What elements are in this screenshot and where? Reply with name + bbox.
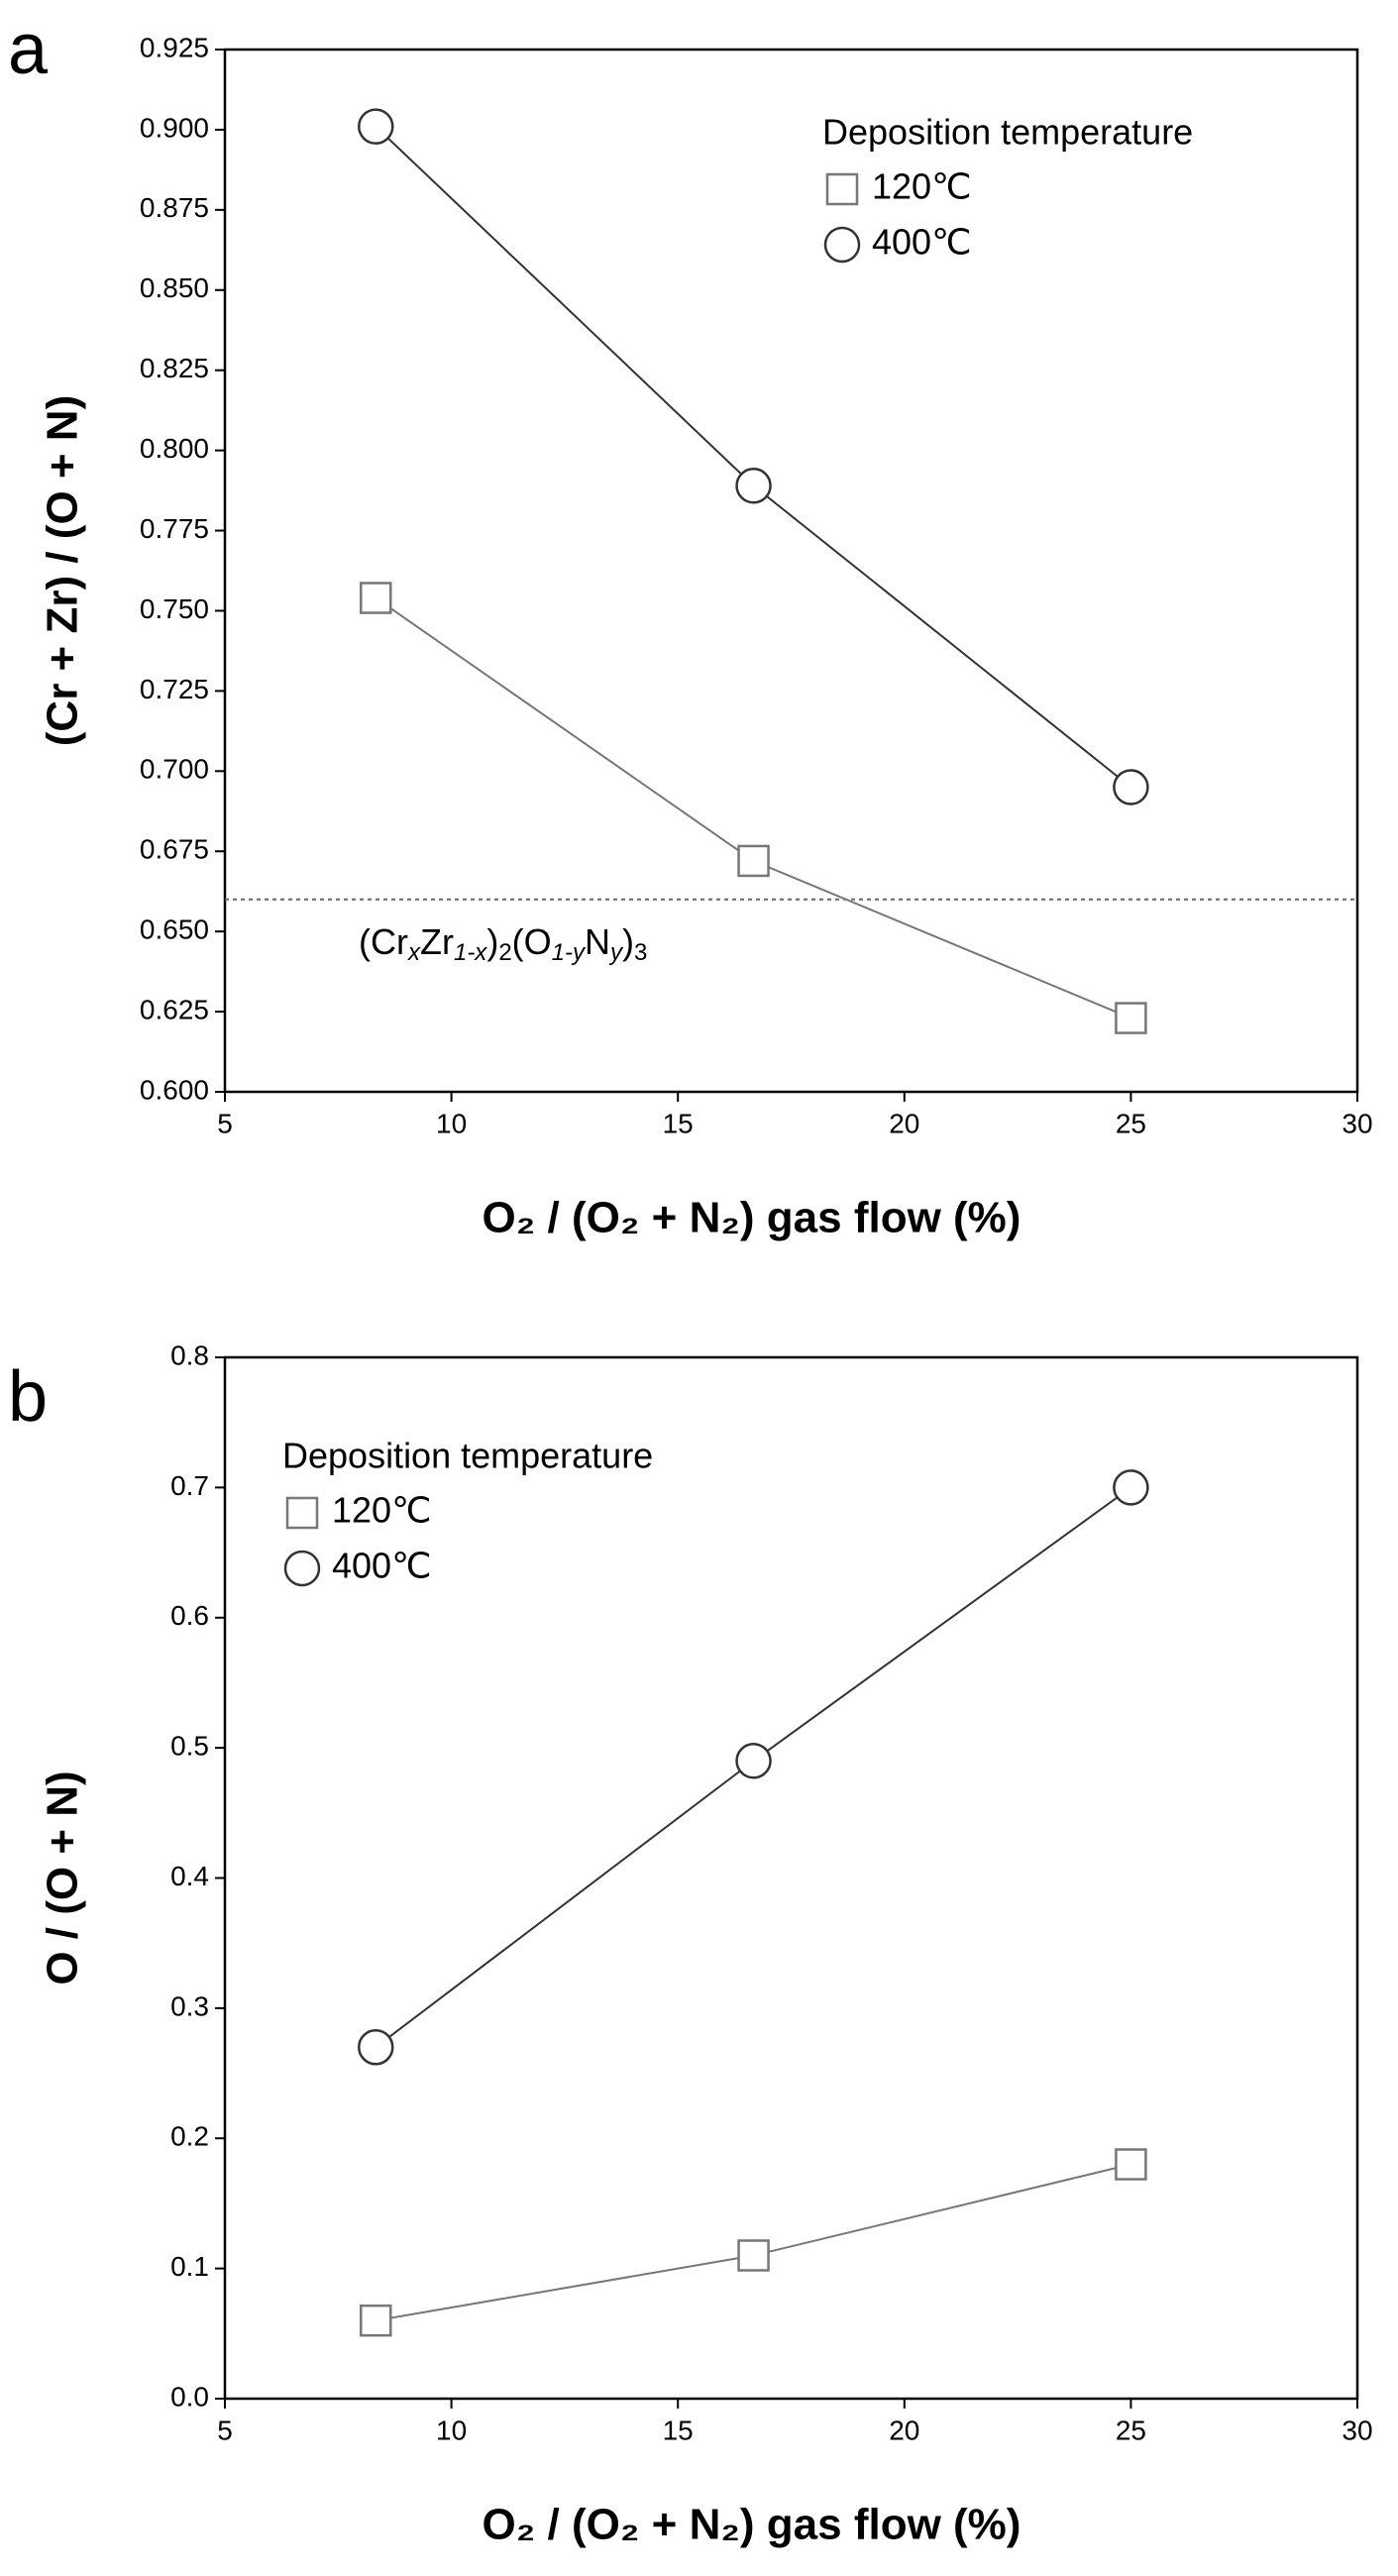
- marker-circle: [1113, 769, 1149, 805]
- marker-square: [737, 2239, 770, 2272]
- y-tick-label: 0.2: [170, 2121, 209, 2152]
- y-tick-label: 0.875: [140, 192, 209, 223]
- legend-title: Deposition temperature: [822, 112, 1193, 153]
- marker-circle: [823, 226, 861, 264]
- y-tick-label: 0.825: [140, 353, 209, 383]
- y-tick-label: 0.725: [140, 674, 209, 704]
- x-tick-label: 30: [1342, 2415, 1372, 2445]
- legend-label: 120℃: [332, 1490, 432, 1531]
- marker-circle: [735, 1743, 772, 1779]
- x-tick-label: 5: [217, 1108, 233, 1138]
- y-tick-label: 0.850: [140, 272, 209, 303]
- plot-frame: [223, 48, 1359, 1094]
- x-axis-title: O₂ / (O₂ + N₂) gas flow (%): [483, 2501, 1022, 2549]
- y-tick-label: 0.900: [140, 112, 209, 143]
- x-tick-label: 25: [1116, 1108, 1146, 1138]
- marker-circle: [357, 2029, 394, 2066]
- y-tick-label: 0.750: [140, 593, 209, 624]
- y-tick-label: 0.775: [140, 513, 209, 544]
- marker-square: [359, 582, 392, 614]
- y-tick-label: 0.600: [140, 1074, 209, 1105]
- y-tick-label: 0.3: [170, 1990, 209, 2021]
- x-tick-label: 30: [1342, 1108, 1372, 1138]
- x-tick-label: 5: [217, 2415, 233, 2445]
- marker-square: [285, 1496, 319, 1530]
- y-tick-label: 0.700: [140, 754, 209, 785]
- plot-frame: [223, 1355, 1359, 2401]
- reference-label-part: (Cr: [359, 920, 408, 961]
- legend-label: 120℃: [872, 166, 972, 207]
- reference-label: (CrxZr1-x)2(O1-yNy)3: [359, 920, 647, 966]
- marker-square: [359, 2304, 392, 2337]
- y-tick-label: 0.7: [170, 1470, 209, 1501]
- y-tick-label: 0.675: [140, 834, 209, 865]
- x-tick-label: 10: [436, 1108, 467, 1138]
- y-tick-label: 0.6: [170, 1600, 209, 1631]
- marker-circle: [1113, 1469, 1149, 1506]
- marker-circle: [357, 108, 394, 145]
- x-tick-label: 15: [663, 1108, 694, 1138]
- y-tick-label: 0.625: [140, 994, 209, 1024]
- x-tick-label: 20: [889, 2415, 919, 2445]
- legend-label: 400℃: [872, 222, 972, 263]
- y-tick-label: 0.5: [170, 1731, 209, 1762]
- reference-label-part: y: [608, 939, 624, 966]
- reference-label-part: 3: [634, 939, 647, 966]
- y-tick-label: 0.800: [140, 433, 209, 464]
- y-axis-title: (Cr + Zr) / (O + N): [39, 395, 87, 746]
- reference-label-part: ): [622, 920, 634, 961]
- y-tick-label: 0.8: [170, 1340, 209, 1370]
- marker-square: [1115, 2148, 1147, 2181]
- reference-label-part: 2: [498, 939, 511, 966]
- legend-title: Deposition temperature: [282, 1436, 653, 1476]
- reference-label-part: x: [407, 939, 421, 966]
- y-tick-label: 0.4: [170, 1861, 209, 1891]
- y-tick-label: 0.925: [140, 32, 209, 62]
- x-axis-title: O₂ / (O₂ + N₂) gas flow (%): [483, 1194, 1022, 1242]
- reference-label-part: (O: [512, 920, 552, 961]
- y-tick-label: 0.650: [140, 914, 209, 945]
- x-tick-label: 10: [436, 2415, 467, 2445]
- series-line: [375, 125, 1132, 789]
- marker-square: [1115, 1002, 1147, 1034]
- marker-square: [737, 844, 770, 878]
- x-tick-label: 20: [889, 1108, 919, 1138]
- x-tick-label: 15: [663, 2415, 694, 2445]
- reference-label-part: N: [585, 920, 610, 961]
- legend-label: 400℃: [332, 1546, 432, 1586]
- y-tick-label: 0.1: [170, 2251, 209, 2282]
- reference-label-part: 1-x: [454, 939, 487, 966]
- panel-label: b: [8, 1357, 48, 1437]
- reference-label-part: 1-y: [552, 939, 587, 966]
- reference-label-part: Zr: [420, 920, 454, 961]
- marker-circle: [735, 467, 772, 504]
- y-axis-title: O / (O + N): [39, 1771, 87, 1985]
- panel-label: a: [8, 10, 49, 89]
- y-tick-label: 0.0: [170, 2381, 209, 2412]
- x-tick-label: 25: [1116, 2415, 1146, 2445]
- marker-square: [825, 172, 859, 206]
- reference-label-part: ): [486, 920, 498, 961]
- marker-circle: [283, 1550, 321, 1587]
